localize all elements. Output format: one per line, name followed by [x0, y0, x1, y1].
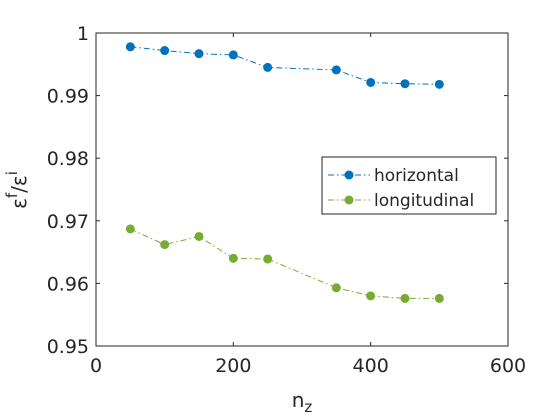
y-axis: 0.95 0.96 0.97 0.98 0.99 1 — [47, 23, 508, 358]
data-point-horizontal — [366, 77, 376, 87]
y-tick-label: 0.98 — [47, 148, 89, 170]
x-axis-label: nz — [292, 388, 313, 416]
x-tick-label: 200 — [215, 355, 251, 377]
y-label-epsilon-2: ε — [7, 175, 31, 186]
data-point-horizontal — [160, 46, 170, 56]
data-point-longitudinal — [366, 291, 376, 301]
data-point-longitudinal — [125, 224, 135, 234]
series-layer — [125, 42, 444, 303]
y-axis-label: εf/εi — [3, 171, 31, 209]
data-point-horizontal — [228, 50, 238, 60]
x-axis: 0 200 400 600 — [90, 33, 526, 377]
data-point-longitudinal — [194, 231, 204, 241]
data-point-longitudinal — [263, 254, 273, 264]
legend-marker-horizontal — [344, 170, 354, 180]
y-label-epsilon-1: ε — [7, 198, 31, 209]
data-point-horizontal — [400, 79, 410, 89]
legend-label-longitudinal: longitudinal — [374, 191, 474, 211]
legend-box — [321, 156, 497, 215]
legend-label-horizontal: horizontal — [374, 166, 459, 186]
data-point-longitudinal — [434, 293, 444, 303]
data-point-horizontal — [263, 62, 273, 72]
y-label-superscript-f: f — [3, 192, 21, 198]
x-tick-label: 400 — [353, 355, 389, 377]
y-tick-label: 0.97 — [47, 211, 89, 233]
y-label-superscript-i: i — [3, 171, 21, 175]
y-tick-label: 0.95 — [47, 336, 89, 358]
data-point-longitudinal — [160, 240, 170, 250]
y-tick-label: 1 — [77, 23, 89, 45]
data-point-horizontal — [434, 79, 444, 89]
legend-marker-longitudinal — [344, 195, 354, 205]
data-point-horizontal — [331, 65, 341, 75]
data-point-longitudinal — [400, 293, 410, 303]
legend: horizontal longitudinal — [321, 156, 497, 215]
data-point-longitudinal — [331, 283, 341, 293]
data-point-horizontal — [194, 49, 204, 59]
data-point-longitudinal — [228, 253, 238, 263]
x-tick-label: 600 — [490, 355, 526, 377]
x-tick-label: 0 — [90, 355, 102, 377]
y-tick-label: 0.96 — [47, 273, 89, 295]
y-label-slash: / — [7, 186, 31, 193]
x-axis-label-sub: z — [304, 398, 312, 416]
x-axis-label-main: n — [292, 388, 305, 412]
data-point-horizontal — [125, 42, 135, 52]
svg-text:εf/εi: εf/εi — [3, 171, 31, 209]
y-tick-label: 0.99 — [47, 86, 89, 108]
legend-entries: horizontal longitudinal — [328, 166, 474, 211]
